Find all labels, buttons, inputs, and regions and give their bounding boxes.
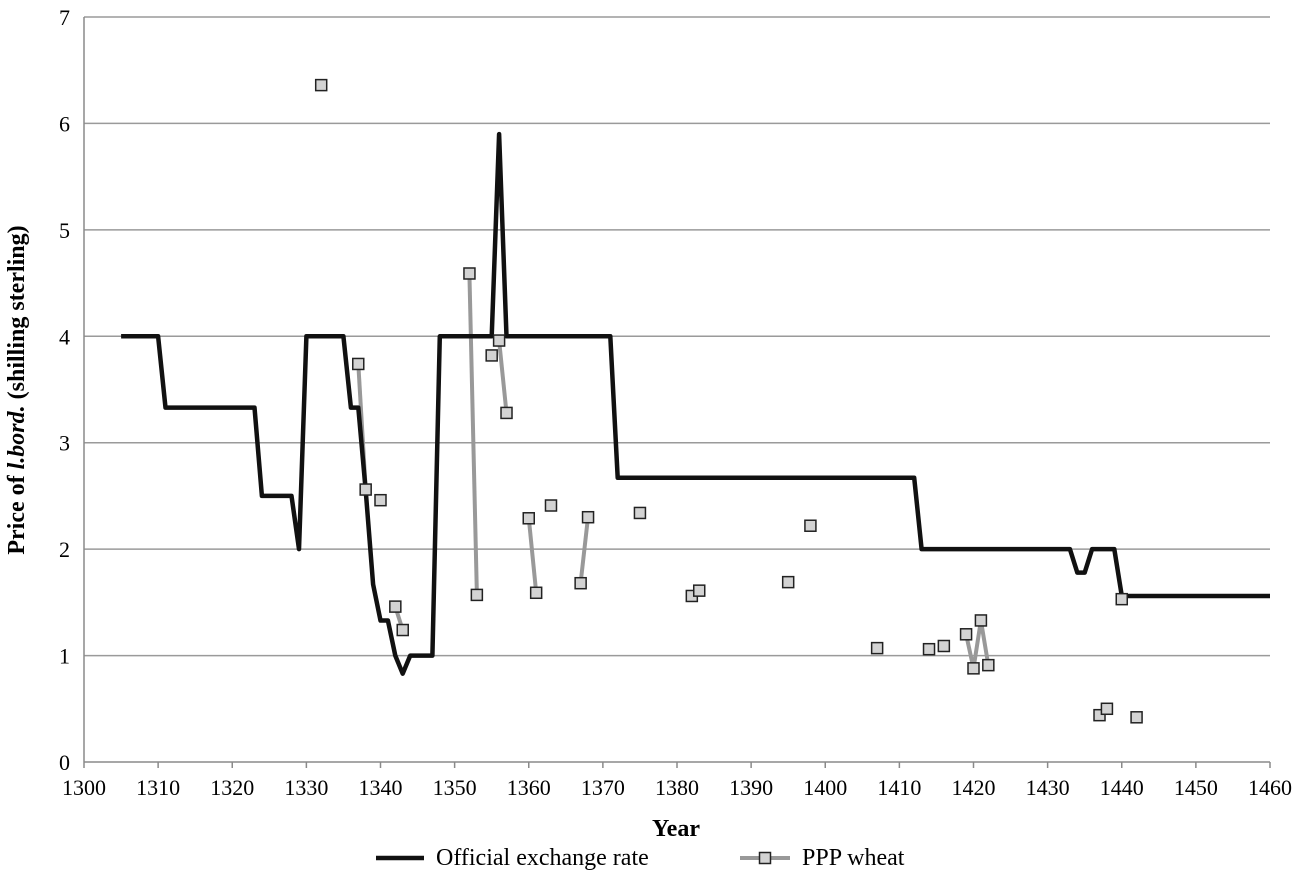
ppp-wheat-point <box>389 600 402 613</box>
legend-label-ppp: PPP wheat <box>802 845 905 871</box>
y-tick-label: 5 <box>59 218 70 243</box>
ppp-wheat-point <box>692 584 706 597</box>
ppp-wheat-point <box>781 575 795 589</box>
x-tick-label: 1420 <box>952 775 996 800</box>
legend-swatch-ppp-marker <box>758 851 772 865</box>
ppp-wheat-point <box>529 586 543 600</box>
y-axis-title-part-3: (shilling sterling) <box>4 225 30 405</box>
x-tick-label: 1320 <box>210 775 254 800</box>
ppp-wheat-segment <box>964 618 991 671</box>
ppp-wheat-point <box>974 614 988 627</box>
ppp-wheat-point <box>544 499 558 512</box>
ppp-wheat-segment <box>467 273 479 595</box>
x-tick-label: 1330 <box>284 775 328 800</box>
y-axis-title: Price of l.bord. (shilling sterling) <box>4 225 30 554</box>
ppp-wheat-point <box>396 623 409 637</box>
axes <box>83 17 1271 768</box>
x-axis-title: Year <box>652 816 700 842</box>
ppp-wheat-point <box>359 483 372 496</box>
x-tick-label: 1460 <box>1248 775 1292 800</box>
y-tick-label: 2 <box>59 537 70 562</box>
x-tick-label: 1360 <box>507 775 551 800</box>
ppp-wheat-point <box>522 512 535 525</box>
x-tick-label: 1300 <box>62 775 106 800</box>
ppp-wheat-point <box>982 658 995 672</box>
ppp-wheat-point <box>959 628 973 641</box>
ppp-wheat-point <box>485 349 498 362</box>
y-tick-labels: 0 1 2 3 4 5 6 7 <box>59 5 70 775</box>
ppp-wheat-segment <box>526 518 539 593</box>
y-tick-label: 7 <box>59 5 70 30</box>
x-tick-labels: 1300 1310 1320 1330 1340 1350 1360 1370 1380 1390… <box>62 775 1292 800</box>
y-tick-label: 1 <box>59 644 70 669</box>
y-axis-title-part-1: Price of <box>4 469 30 554</box>
series-lines <box>121 131 1270 717</box>
ppp-wheat-point <box>574 576 587 590</box>
legend: Official exchange rate PPP wheat <box>376 845 905 871</box>
x-tick-label: 1370 <box>581 775 625 800</box>
ppp-wheat-point <box>352 357 365 371</box>
legend-label-official: Official exchange rate <box>436 845 649 871</box>
x-tick-label: 1430 <box>1026 775 1070 800</box>
ppp-wheat-point <box>633 506 647 520</box>
ppp-wheat-point <box>1115 592 1128 606</box>
ppp-wheat-point <box>937 639 951 653</box>
ppp-wheat-point <box>922 642 936 656</box>
x-tick-label: 1390 <box>729 775 773 800</box>
y-tick-label: 6 <box>59 111 70 136</box>
ppp-wheat-point <box>314 78 328 92</box>
x-tick-label: 1380 <box>655 775 699 800</box>
x-tick-label: 1340 <box>359 775 403 800</box>
ppp-wheat-point <box>1130 711 1143 724</box>
y-tick-label: 0 <box>59 750 70 775</box>
ppp-wheat-point <box>463 267 476 280</box>
grid <box>84 16 1270 657</box>
official-exchange-rate-line <box>121 131 1270 676</box>
x-tick-label: 1350 <box>433 775 477 800</box>
ppp-wheat-segment <box>578 516 590 584</box>
y-tick-label: 4 <box>59 324 70 349</box>
y-tick-label: 3 <box>59 431 70 456</box>
y-axis-title-part-2: l.bord. <box>4 405 30 469</box>
x-tick-label: 1400 <box>803 775 847 800</box>
ppp-wheat-point <box>374 493 387 507</box>
ppp-wheat-point <box>470 588 484 602</box>
x-tick-label: 1450 <box>1174 775 1218 800</box>
ppp-wheat-point <box>1100 702 1114 716</box>
ppp-wheat-point <box>581 510 595 524</box>
ppp-wheat-point <box>500 406 513 420</box>
ppp-wheat-point <box>492 334 506 347</box>
ppp-wheat-segment <box>497 340 509 414</box>
x-tick-label: 1310 <box>136 775 180 800</box>
ppp-wheat-point <box>804 519 817 532</box>
series-markers <box>314 78 1143 724</box>
x-tick-label: 1410 <box>877 775 921 800</box>
ppp-wheat-point <box>967 662 980 675</box>
x-tick-label: 1440 <box>1100 775 1144 800</box>
ppp-wheat-point <box>870 641 884 655</box>
ppp-wheat-point <box>1093 708 1106 722</box>
